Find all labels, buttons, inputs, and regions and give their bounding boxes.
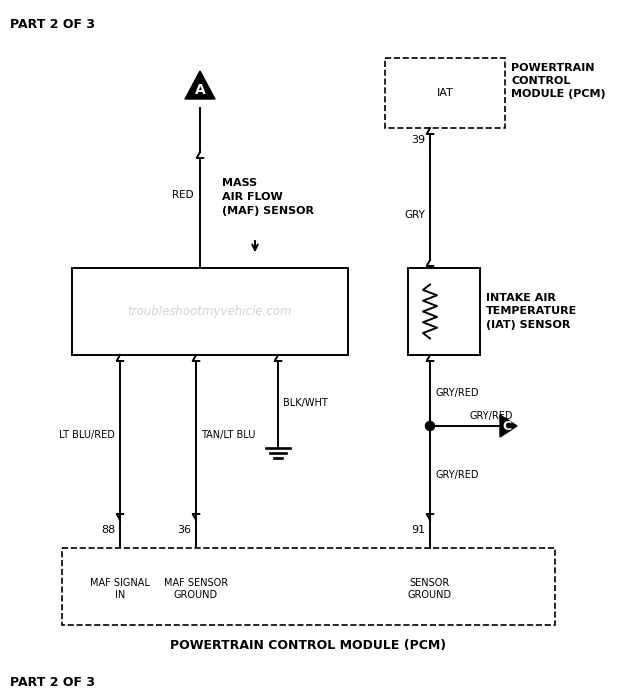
Text: MASS
AIR FLOW
(MAF) SENSOR: MASS AIR FLOW (MAF) SENSOR [222,178,314,216]
Text: C: C [502,419,511,433]
Polygon shape [185,71,215,99]
Bar [408,268,480,355]
Text: LT BLU/RED: LT BLU/RED [59,430,115,440]
Text: 36: 36 [177,525,191,535]
Text: GRY: GRY [404,210,425,220]
Text: MAF SIGNAL
IN: MAF SIGNAL IN [90,578,150,600]
Text: POWERTRAIN
CONTROL
MODULE (PCM): POWERTRAIN CONTROL MODULE (PCM) [511,63,606,99]
Text: BLK/WHT: BLK/WHT [283,398,328,408]
Text: GRY/RED: GRY/RED [435,388,478,398]
Text: MAF SENSOR
GROUND: MAF SENSOR GROUND [164,578,228,600]
Text: POWERTRAIN CONTROL MODULE (PCM): POWERTRAIN CONTROL MODULE (PCM) [171,638,447,652]
Text: SENSOR
GROUND: SENSOR GROUND [408,578,452,600]
Text: PART 2 OF 3: PART 2 OF 3 [10,676,95,689]
Text: 88: 88 [101,525,115,535]
Bar [385,58,505,128]
Bar [62,548,555,625]
Text: troubleshootmyvehicle.com: troubleshootmyvehicle.com [128,305,292,318]
Text: GRY/RED: GRY/RED [470,411,514,421]
Bar [72,268,348,355]
Text: 91: 91 [411,525,425,535]
Text: 39: 39 [411,135,425,145]
Text: GRY/RED: GRY/RED [435,470,478,480]
Text: INTAKE AIR
TEMPERATURE
(IAT) SENSOR: INTAKE AIR TEMPERATURE (IAT) SENSOR [486,293,577,330]
Text: A: A [195,83,205,97]
Text: PART 2 OF 3: PART 2 OF 3 [10,18,95,31]
Polygon shape [500,415,517,437]
Text: IAT: IAT [437,88,454,98]
Circle shape [426,421,434,430]
Text: TAN/LT BLU: TAN/LT BLU [201,430,255,440]
Text: RED: RED [172,190,194,200]
